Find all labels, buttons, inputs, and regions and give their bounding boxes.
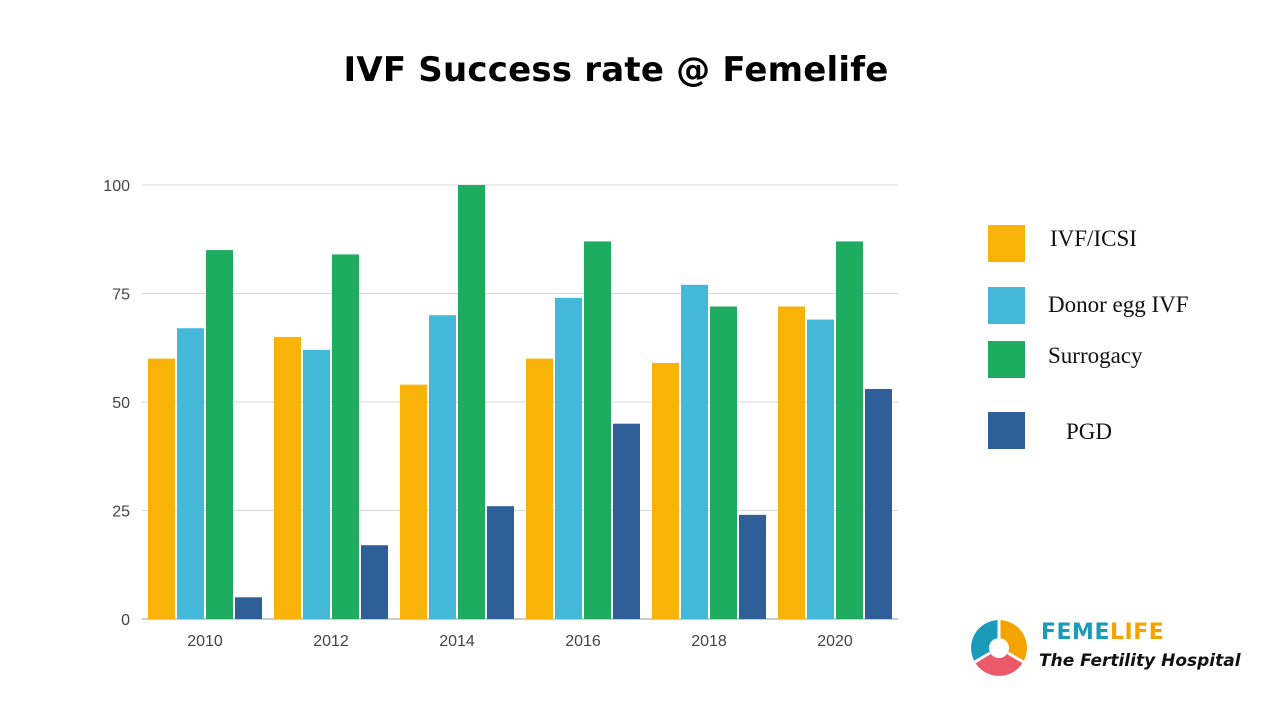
y-tick-label: 100 [103,178,130,195]
legend-swatch-pgd [988,411,1025,449]
bar-donor-egg-ivf-2016 [555,297,582,619]
legend-item-donor-egg-ivf [988,285,1025,325]
logo-name-part1: FEME [1041,620,1110,645]
bar-ivf-icsi-2018 [652,362,679,619]
logo-name: FEMELIFE [1041,620,1164,645]
y-tick-label: 25 [112,504,130,521]
legend-item-ivf-icsi [988,223,1025,263]
bar-ivf-icsi-2012 [274,336,301,619]
bar-surrogacy-2016 [584,241,611,620]
x-tick-label: 2016 [565,633,601,650]
bar-surrogacy-2014 [458,185,485,619]
legend-label-surrogacy: Surrogacy [1048,343,1143,368]
x-tick-label: 2012 [313,633,349,650]
legend-swatch-ivf-icsi [988,224,1025,262]
bar-donor-egg-ivf-2012 [303,349,330,619]
bar-donor-egg-ivf-2018 [681,284,708,619]
bar-surrogacy-2012 [332,254,359,619]
legend-label-ivf-icsi: IVF/ICSI [1050,226,1137,251]
bar-pgd-2012 [361,545,388,619]
y-tick-label: 50 [112,395,130,412]
legend-label-donor-egg-ivf: Donor egg IVF [1048,292,1189,317]
bar-pgd-2010 [235,597,262,619]
legend-swatch-donor-egg-ivf [988,286,1025,324]
bar-ivf-icsi-2010 [148,358,175,619]
legend-swatch-surrogacy [988,340,1025,378]
bar-ivf-icsi-2020 [778,306,805,619]
bar-pgd-2014 [487,506,514,619]
y-tick-label: 75 [112,287,130,304]
y-tick-label: 0 [121,612,130,629]
legend-label-pgd: PGD [1066,419,1113,444]
bar-donor-egg-ivf-2014 [429,315,456,619]
logo-name-part2: LIFE [1109,620,1165,645]
bar-donor-egg-ivf-2010 [177,328,204,619]
gridlines [142,184,898,620]
femelife-logo-icon [971,620,1027,676]
bar-ivf-icsi-2014 [400,384,427,619]
legend-item-pgd [988,410,1025,450]
bar-ivf-icsi-2016 [526,358,553,619]
x-tick-label: 2010 [187,633,223,650]
x-tick-label: 2018 [691,633,727,650]
bars [148,185,892,620]
bar-surrogacy-2020 [836,241,863,620]
legend-item-surrogacy [988,339,1025,379]
axis-labels: 0 25 50 75 100 2010 2012 2014 2016 2018 2020 [103,178,853,650]
bar-pgd-2018 [739,514,766,619]
femelife-logo: FEMELIFE The Fertility Hospital [968,615,1241,685]
bar-surrogacy-2018 [710,306,737,619]
bar-surrogacy-2010 [206,250,233,619]
logo-tagline: The Fertility Hospital [1039,651,1241,671]
bar-donor-egg-ivf-2020 [807,319,834,619]
bar-pgd-2020 [865,388,892,619]
bar-pgd-2016 [613,423,640,619]
x-tick-label: 2014 [439,633,475,650]
x-tick-label: 2020 [817,633,853,650]
chart-title: IVF Success rate @ Femelife [343,50,889,90]
